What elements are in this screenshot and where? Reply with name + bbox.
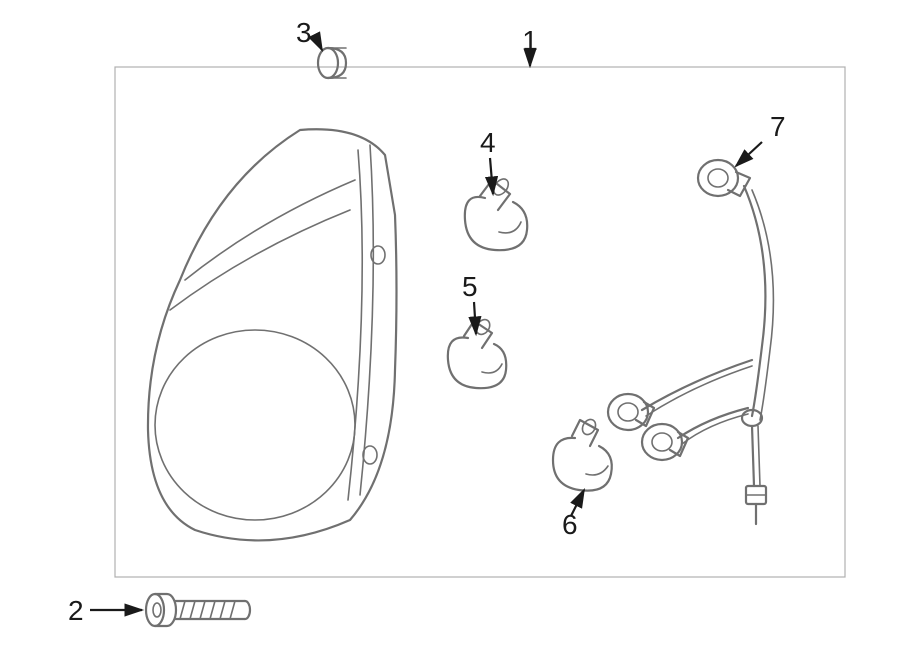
arrow-7: [736, 142, 762, 166]
part-6-bulb: [553, 417, 612, 491]
arrow-3: [316, 38, 322, 50]
label-4: 4: [480, 127, 496, 158]
part-1-tail-lamp-housing: [148, 129, 397, 540]
label-3: 3: [296, 17, 312, 48]
label-5: 5: [462, 271, 478, 302]
arrow-4: [490, 158, 493, 194]
label-6: 6: [562, 509, 578, 540]
arrow-5: [474, 302, 476, 334]
label-1: 1: [522, 25, 538, 56]
part-4-bulb: [465, 176, 527, 250]
part-3-cap: [318, 48, 346, 78]
part-2-bolt: [146, 594, 250, 626]
part-5-bulb: [448, 317, 506, 388]
label-2: 2: [68, 595, 84, 626]
part-7-harness: [608, 160, 773, 524]
label-7: 7: [770, 111, 786, 142]
parts-diagram: 1 2 3 4 5 6 7: [0, 0, 900, 661]
